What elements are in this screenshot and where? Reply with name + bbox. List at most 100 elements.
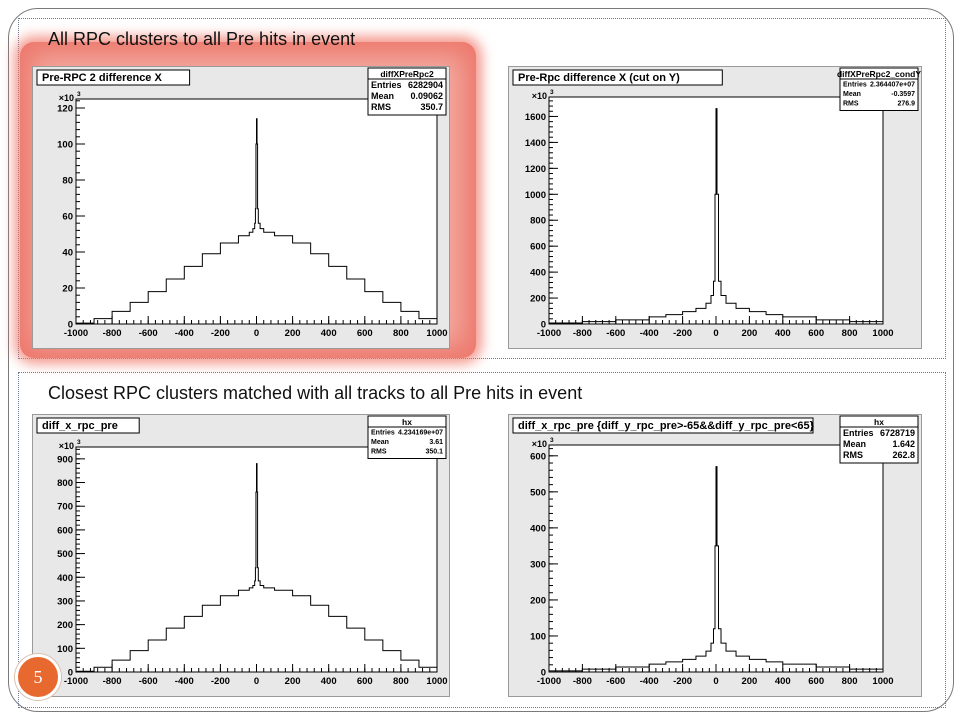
x-tick-label: -200 [211, 676, 230, 687]
y-tick-label: 1200 [525, 164, 546, 175]
y-tick-label: 600 [57, 525, 73, 536]
y-multiplier-exponent: 3 [77, 439, 81, 446]
y-multiplier: ×10 [532, 439, 547, 449]
y-tick-label: 300 [57, 596, 73, 607]
y-tick-label: 100 [57, 644, 73, 655]
x-tick-label: -400 [640, 328, 659, 339]
y-tick-label: 800 [530, 216, 546, 227]
title-box [36, 69, 191, 86]
stats-label: Mean [371, 439, 389, 446]
x-tick-label: -200 [211, 328, 230, 339]
x-tick-label: 0 [713, 328, 718, 339]
x-tick-label: 1000 [426, 676, 447, 687]
stats-label: Entries [843, 82, 867, 89]
stats-value: 6282904 [408, 80, 443, 90]
stats-label: Mean [371, 91, 394, 101]
stats-value: 3.61 [429, 439, 443, 446]
x-tick-label: 200 [741, 328, 757, 339]
stats-value: 276.9 [897, 101, 915, 108]
y-tick-label: 20 [62, 284, 73, 295]
y-tick-label: 40 [62, 248, 73, 259]
x-tick-label: 0 [254, 328, 259, 339]
stats-value: 350.1 [425, 449, 443, 456]
y-tick-label: 700 [57, 502, 73, 513]
stats-box [839, 415, 919, 464]
x-tick-label: -800 [573, 676, 592, 687]
y-tick-label: 800 [57, 478, 73, 489]
y-tick-label: 400 [530, 523, 546, 534]
y-tick-label: 0 [541, 320, 546, 331]
plot-title: Pre-Rpc difference X (cut on Y) [518, 72, 680, 84]
y-multiplier: ×10 [532, 91, 547, 101]
y-tick-label: 0 [68, 668, 73, 679]
y-tick-label: 0 [541, 668, 546, 679]
x-tick-label: -600 [139, 676, 158, 687]
y-multiplier: ×10 [59, 441, 74, 451]
y-tick-label: 200 [530, 595, 546, 606]
x-tick-label: 600 [808, 328, 824, 339]
x-tick-label: -800 [573, 328, 592, 339]
data-series [75, 463, 438, 672]
stats-box [367, 67, 447, 116]
x-tick-label: 1000 [872, 328, 893, 339]
y-tick-label: 600 [530, 451, 546, 462]
x-tick-label: 800 [842, 328, 858, 339]
y-tick-label: 100 [530, 631, 546, 642]
x-tick-label: 1000 [872, 676, 893, 687]
title-box [512, 69, 723, 86]
stats-label: RMS [843, 101, 859, 108]
stats-label: Mean [843, 91, 861, 98]
x-tick-label: -1000 [537, 328, 561, 339]
histogram-panel-3: diff_x_rpc_pre hx Entries 4.234169e+07 Mean 3… [32, 414, 450, 697]
x-tick-label: 800 [393, 676, 409, 687]
bottom-heading: Closest RPC clusters matched with all tr… [48, 383, 583, 403]
x-tick-label: 400 [775, 676, 791, 687]
slide-frame [8, 8, 954, 712]
stats-box [839, 67, 919, 111]
x-tick-label: 200 [741, 676, 757, 687]
plot-title: diff_x_rpc_pre {diff_y_rpc_pre>-65&&diff… [518, 420, 815, 432]
y-tick-label: 400 [57, 573, 73, 584]
x-tick-label: -600 [139, 328, 158, 339]
x-tick-label: 800 [842, 676, 858, 687]
x-tick-label: 0 [713, 676, 718, 687]
top-heading: All RPC clusters to all Pre hits in even… [48, 29, 356, 49]
histogram-svg: diff_x_rpc_pre hx Entries 4.234169e+07 Mean 3… [32, 414, 450, 697]
x-tick-label: 800 [393, 328, 409, 339]
y-tick-label: 200 [57, 620, 73, 631]
stats-value: 1.642 [892, 439, 915, 449]
x-tick-label: 0 [254, 676, 259, 687]
stats-value: 2.364407e+07 [870, 82, 915, 89]
plot-title: Pre-RPC 2 difference X [42, 72, 162, 84]
x-tick-label: 400 [775, 328, 791, 339]
stats-label: Entries [371, 80, 402, 90]
y-tick-label: 0 [68, 320, 73, 331]
x-tick-label: 400 [321, 328, 337, 339]
histogram-svg: Pre-Rpc difference X (cut on Y) diffXPreR… [508, 66, 922, 349]
stats-name: hx [874, 417, 884, 427]
y-tick-label: 100 [57, 140, 73, 151]
x-tick-label: 600 [808, 676, 824, 687]
x-tick-label: 200 [285, 328, 301, 339]
page-number-badge: 5 [15, 654, 61, 700]
stats-label: Entries [843, 428, 874, 438]
y-tick-label: 60 [62, 212, 73, 223]
stats-value: 0.09062 [410, 91, 443, 101]
x-tick-label: 400 [321, 676, 337, 687]
x-tick-label: 600 [357, 328, 373, 339]
x-tick-label: -200 [673, 328, 692, 339]
title-box [512, 417, 814, 434]
y-tick-label: 600 [530, 242, 546, 253]
histogram-svg: diff_x_rpc_pre {diff_y_rpc_pre>-65&&diff… [508, 414, 922, 697]
x-tick-label: 200 [285, 676, 301, 687]
x-tick-label: -600 [606, 328, 625, 339]
y-tick-label: 300 [530, 559, 546, 570]
stats-name: diffXPreRpc2 [380, 69, 434, 79]
stats-label: Mean [843, 439, 866, 449]
y-tick-label: 120 [57, 104, 73, 115]
y-multiplier-exponent: 3 [77, 91, 81, 98]
x-tick-label: -200 [673, 676, 692, 687]
x-tick-label: -400 [640, 676, 659, 687]
stats-value: 350.7 [420, 102, 443, 112]
y-tick-label: 500 [530, 487, 546, 498]
